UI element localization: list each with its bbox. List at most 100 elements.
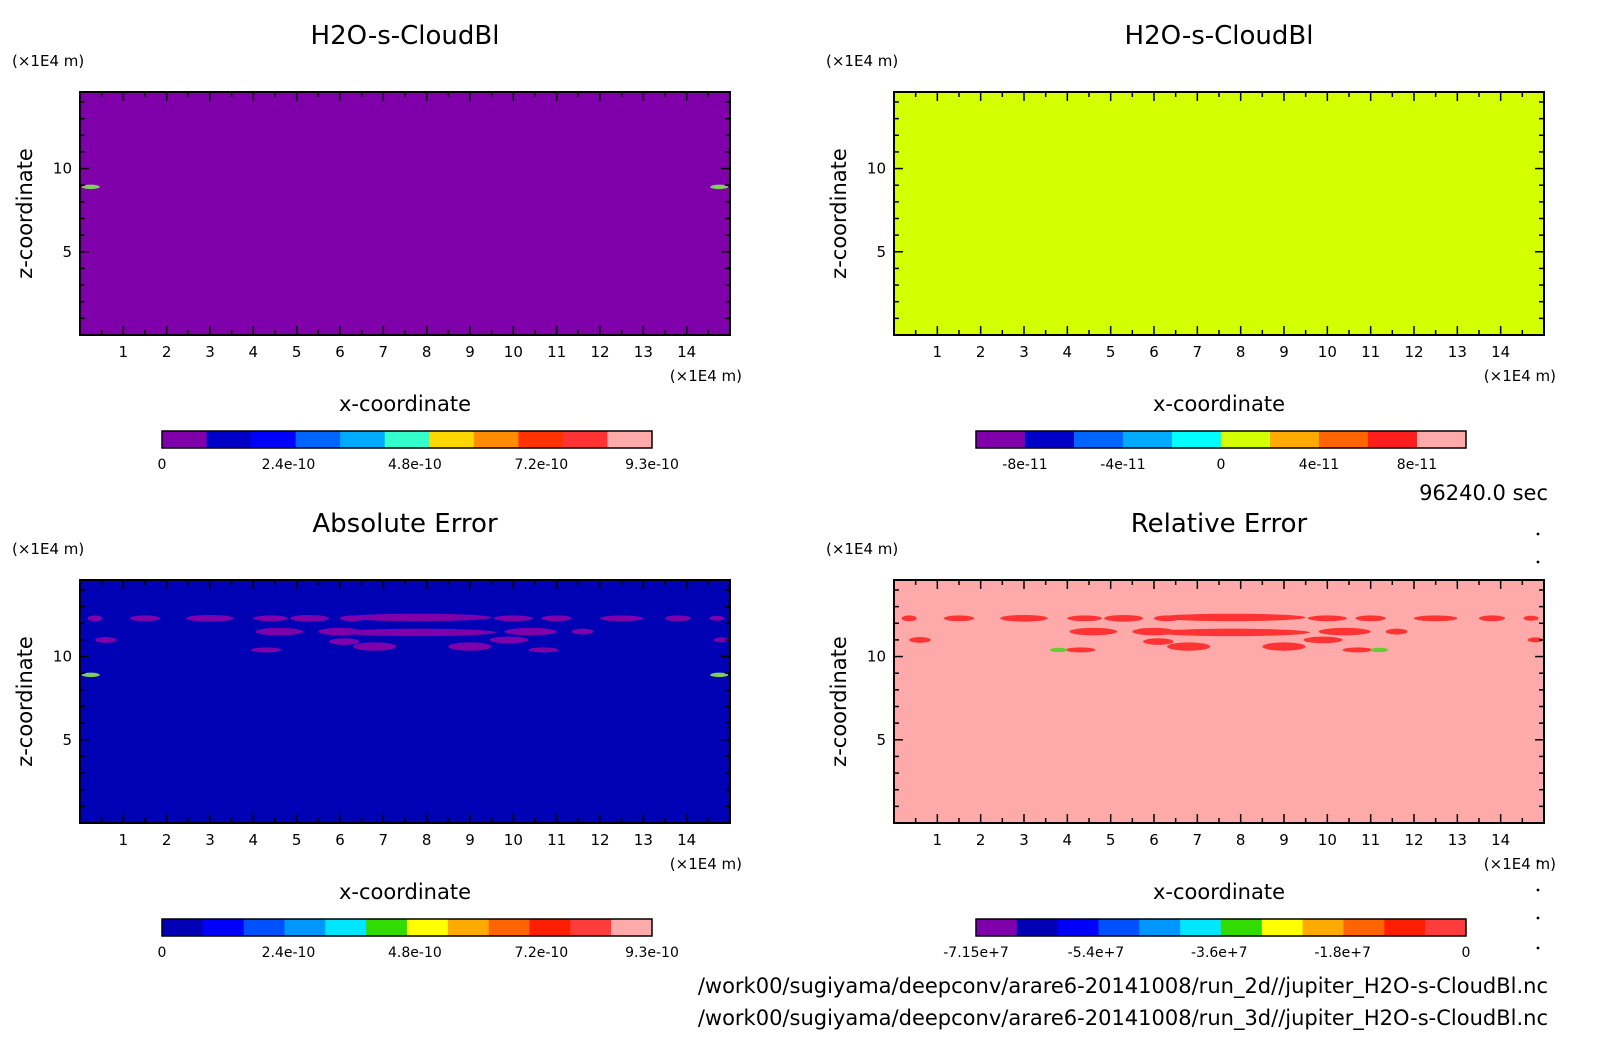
x-tick-label: 4	[249, 831, 259, 849]
x-tick-label: 12	[1404, 343, 1423, 361]
error-region	[329, 638, 360, 645]
x-tick-label: 3	[1019, 831, 1029, 849]
y-axis-label: z-coordinate	[13, 148, 37, 279]
colorbar-label: 2.4e-10	[262, 945, 316, 961]
x-tick-label: 2	[976, 831, 986, 849]
x-tick-label: 7	[1193, 343, 1203, 361]
colorbar-swatch	[976, 431, 1026, 448]
y-tick-label: 5	[62, 243, 72, 261]
colorbar-swatch	[1139, 919, 1181, 936]
error-region	[1303, 636, 1343, 644]
colorbar-swatch	[251, 431, 297, 448]
x-axis-label: x-coordinate	[339, 880, 471, 904]
colorbar-label: -3.6e+7	[1191, 945, 1248, 961]
x-tick-label: 4	[249, 343, 259, 361]
colorbar-label: 0	[1217, 457, 1226, 473]
error-region	[1342, 647, 1373, 653]
error-region	[1143, 638, 1174, 645]
colorbar-swatch	[1425, 919, 1467, 936]
feature-mark	[710, 672, 729, 678]
error-region	[129, 615, 161, 622]
x-tick-label: 7	[379, 343, 389, 361]
x-tick-label: 9	[1279, 831, 1289, 849]
x-unit-label: (×1E4 m)	[1484, 367, 1556, 385]
x-tick-label: 11	[1361, 343, 1380, 361]
colorbar-frame	[975, 430, 1467, 449]
x-tick-label: 1	[119, 343, 129, 361]
colorbar-swatch	[1221, 919, 1263, 936]
x-tick-label: 13	[1448, 831, 1467, 849]
x-tick-label: 5	[1106, 343, 1116, 361]
error-region	[901, 615, 917, 622]
x-tick-label: 6	[1149, 343, 1159, 361]
x-tick-label: 13	[634, 343, 653, 361]
plot-field	[894, 92, 1544, 335]
margin-dot	[1536, 532, 1540, 536]
colorbar-swatch	[1417, 431, 1467, 448]
x-tick-label: 1	[933, 343, 943, 361]
colorbar-swatch	[1057, 919, 1099, 936]
x-tick-label: 9	[465, 831, 475, 849]
colorbar-frame	[975, 918, 1467, 937]
error-region	[489, 636, 529, 644]
x-tick-label: 6	[335, 831, 345, 849]
colorbar-label: 7.2e-10	[514, 457, 568, 473]
colorbar-swatch	[570, 919, 612, 936]
margin-dot	[1536, 888, 1540, 892]
x-tick-label: 7	[379, 831, 389, 849]
y-tick-label: 5	[876, 243, 886, 261]
colorbar-swatch	[1384, 919, 1426, 936]
error-region	[1000, 614, 1048, 622]
margin-dot	[1536, 560, 1540, 564]
error-region	[1069, 627, 1118, 636]
x-tick-label: 6	[1149, 831, 1159, 849]
colorbar-swatch	[162, 431, 208, 448]
y-tick-label: 5	[876, 731, 886, 749]
error-region	[1067, 615, 1102, 622]
error-region	[713, 637, 729, 643]
y-unit-label: (×1E4 m)	[826, 52, 898, 70]
colorbar-swatch	[1270, 431, 1320, 448]
x-tick-label: 13	[634, 831, 653, 849]
x-tick-label: 11	[547, 343, 566, 361]
colorbar-swatch	[1302, 919, 1344, 936]
x-tick-label: 3	[205, 831, 215, 849]
colorbar-swatch	[1261, 919, 1304, 936]
colorbar-swatch	[243, 919, 285, 936]
x-tick-label: 14	[1491, 343, 1510, 361]
error-region	[1262, 642, 1306, 651]
panel-1: H2O-s-CloudBl(×1E4 m)1 2 3 4 5 6 7 8 9 10 11 12 13 14…	[12, 21, 742, 473]
x-tick-label: 12	[590, 343, 609, 361]
error-region	[1065, 647, 1096, 653]
x-axis-label: x-coordinate	[1153, 392, 1285, 416]
time-label: 96240.0 sec	[1419, 481, 1548, 505]
error-region	[1104, 614, 1144, 622]
error-region	[448, 642, 492, 651]
x-tick-label: 2	[162, 343, 172, 361]
y-tick-label: 10	[867, 160, 886, 178]
panel-4: Relative Error(×1E4 m)1 2 3 4 5 6 7 8 9 10 11 12 13 1…	[826, 509, 1556, 961]
colorbar-swatch	[1025, 431, 1075, 448]
y-tick-label: 5	[62, 731, 72, 749]
feature-mark	[81, 672, 100, 678]
colorbar-label: -5.4e+7	[1068, 945, 1125, 961]
error-region	[186, 614, 234, 622]
colorbar-swatch	[1221, 431, 1271, 448]
colorbar-swatch	[1123, 431, 1173, 448]
margin-dot	[1536, 946, 1540, 950]
colorbar-swatch	[611, 919, 653, 936]
error-region	[251, 647, 282, 653]
error-region	[504, 627, 557, 636]
y-axis-label: z-coordinate	[13, 636, 37, 767]
colorbar-swatch	[518, 431, 564, 448]
colorbar-swatch	[1074, 431, 1124, 448]
error-region	[255, 627, 304, 636]
colorbar-frame	[161, 918, 653, 937]
margin-dot	[1536, 859, 1540, 863]
colorbar-swatch	[607, 431, 653, 448]
panel-title: Relative Error	[1131, 509, 1308, 539]
x-tick-label: 14	[677, 343, 696, 361]
x-axis-label: x-coordinate	[339, 392, 471, 416]
colorbar-swatch	[325, 919, 367, 936]
error-region	[1355, 615, 1386, 622]
